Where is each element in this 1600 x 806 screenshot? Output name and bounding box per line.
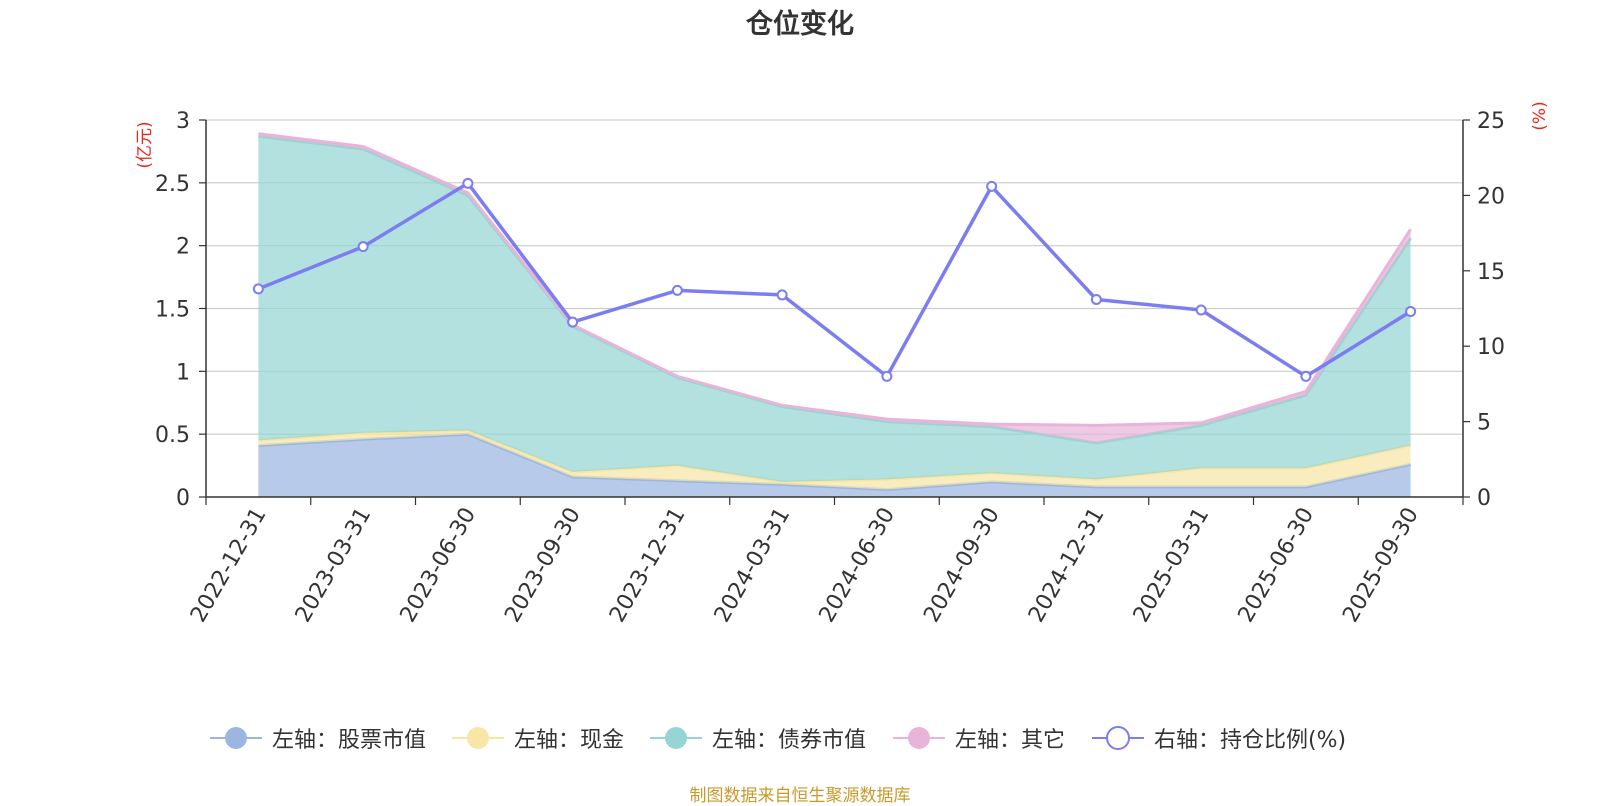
area-fill-3 <box>258 136 1411 482</box>
circle-marker-icon <box>893 727 945 749</box>
ratio-point <box>1195 304 1207 316</box>
circle-marker-icon <box>650 727 702 749</box>
legend-label: 左轴：债券市值 <box>712 728 867 753</box>
legend-label: 左轴：现金 <box>514 728 625 753</box>
hollow-circle-marker-icon <box>1092 726 1144 750</box>
area-fill-1 <box>258 434 1411 497</box>
left-axis-tick-label: 0.5 <box>155 423 190 448</box>
stacked-areas <box>258 132 1412 497</box>
ratio-line-path <box>257 181 1412 379</box>
legend: 左轴：股票市值 左轴：现金 左轴：债券市值 左轴：其它 右轴：持仓比例(%) <box>0 718 1600 758</box>
ratio-point <box>1090 293 1102 305</box>
left-axis-tick-label: 1.5 <box>155 298 190 323</box>
left-axis-tick-label: 2 <box>176 235 190 260</box>
x-axis-tick-label: 2025-09-30 <box>1338 504 1424 627</box>
right-axis-tick-label: 0 <box>1477 486 1491 511</box>
right-axis-tick-label: 20 <box>1477 184 1505 209</box>
ratio-point <box>1405 306 1417 318</box>
ratio-point <box>567 316 579 328</box>
legend-item-stock[interactable]: 左轴：股票市值 <box>210 718 426 758</box>
x-axis-tick-label: 2023-12-31 <box>605 504 691 627</box>
right-axis-tick-label: 10 <box>1477 335 1505 360</box>
ratio-point <box>776 289 788 301</box>
chart-title: 仓位变化 <box>746 9 854 40</box>
area-fill-2 <box>258 430 1411 490</box>
legend-item-bond[interactable]: 左轴：债券市值 <box>650 718 866 758</box>
x-axis-tick-label: 2024-03-31 <box>710 504 796 627</box>
ratio-point <box>881 370 893 382</box>
area-edge-4 <box>258 132 1412 427</box>
legend-item-other[interactable]: 左轴：其它 <box>893 718 1065 758</box>
x-axis-tick-label: 2022-12-31 <box>186 504 272 627</box>
x-axis-tick-label: 2024-09-30 <box>919 504 1005 627</box>
ratio-point <box>252 283 264 295</box>
left-axis-tick-label: 1 <box>176 360 190 385</box>
circle-marker-icon <box>452 727 504 749</box>
ratio-line <box>252 177 1417 382</box>
circle-marker-icon <box>210 727 262 749</box>
legend-label: 右轴：持仓比例(%) <box>1154 728 1347 753</box>
right-axis-tick-label: 5 <box>1477 411 1491 436</box>
source-note: 制图数据来自恒生聚源数据库 <box>689 786 911 806</box>
right-axis-unit-label: (%) <box>1530 101 1550 130</box>
right-axis-tick-label: 15 <box>1477 260 1505 285</box>
ratio-point <box>1300 370 1312 382</box>
legend-item-ratio[interactable]: 右轴：持仓比例(%) <box>1092 718 1346 758</box>
x-axis-tick-label: 2025-06-30 <box>1233 504 1319 627</box>
ratio-point <box>357 241 369 253</box>
left-axis-unit-label: (亿元) <box>135 121 155 168</box>
legend-label: 左轴：其它 <box>955 728 1066 753</box>
x-axis-tick-label: 2024-12-31 <box>1024 504 1110 627</box>
x-axis-tick-label: 2024-06-30 <box>814 504 900 627</box>
x-axis-tick-label: 2025-03-31 <box>1129 504 1215 627</box>
ratio-point <box>986 180 998 192</box>
x-axis-tick-label: 2023-06-30 <box>395 504 481 627</box>
left-axis-tick-label: 0 <box>176 486 190 511</box>
x-axis-tick-label: 2023-09-30 <box>500 504 586 627</box>
ratio-point <box>671 284 683 296</box>
left-axis-tick-label: 3 <box>176 109 190 134</box>
legend-label: 左轴：股票市值 <box>272 728 427 753</box>
left-axis-tick-label: 2.5 <box>155 172 190 197</box>
right-axis-tick-label: 25 <box>1477 109 1505 134</box>
legend-item-cash[interactable]: 左轴：现金 <box>452 718 624 758</box>
x-axis-tick-label: 2023-03-31 <box>291 504 377 627</box>
ratio-point <box>462 177 474 189</box>
